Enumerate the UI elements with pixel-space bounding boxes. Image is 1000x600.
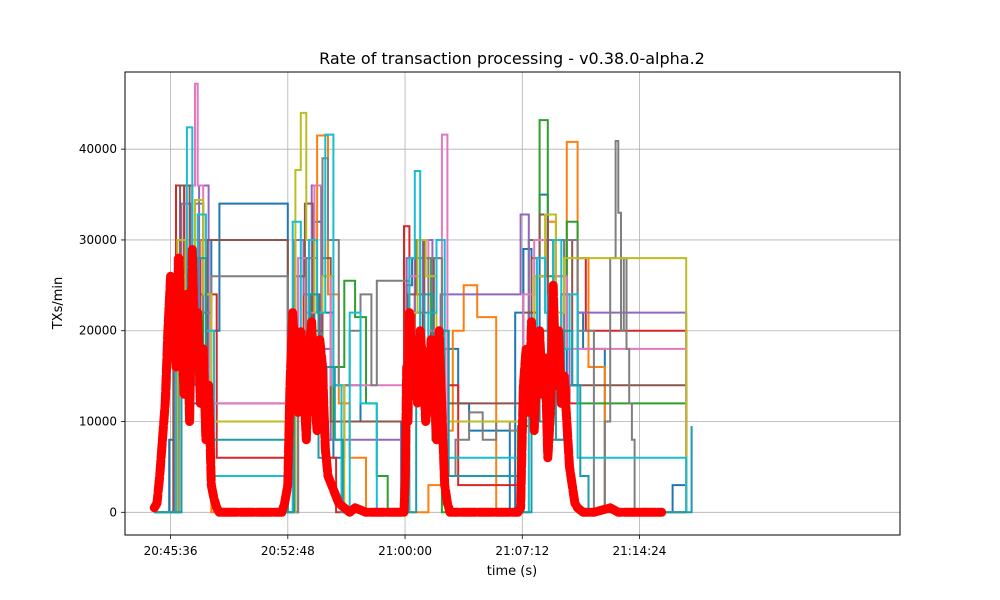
y-tick-label: 10000 [79, 415, 117, 429]
series-line-node-cyan [154, 126, 688, 514]
x-axis-label: time (s) [487, 564, 537, 579]
y-axis: 0 10000 20000 30000 40000 [79, 142, 125, 519]
y-axis-label: TXs/min [51, 277, 66, 331]
x-tick-label: 21:14:24 [613, 544, 667, 558]
series-line-node-pink [154, 82, 688, 514]
y-tick-label: 40000 [79, 142, 117, 156]
y-tick-label: 0 [109, 505, 117, 519]
x-tick-label: 20:52:48 [261, 544, 315, 558]
series-line-average [149, 244, 667, 517]
y-tick-label: 30000 [79, 233, 117, 247]
x-axis: 20:45:36 20:52:48 21:00:00 21:07:12 21:14:24 [144, 535, 667, 558]
plot-frame [124, 71, 901, 536]
x-tick-label: 20:45:36 [144, 544, 198, 558]
y-tick-label: 20000 [79, 324, 117, 338]
plot-area [149, 82, 693, 517]
chart-title: Rate of transaction processing - v0.38.0… [319, 49, 705, 68]
x-tick-label: 21:00:00 [378, 544, 432, 558]
x-tick-label: 21:07:12 [495, 544, 549, 558]
